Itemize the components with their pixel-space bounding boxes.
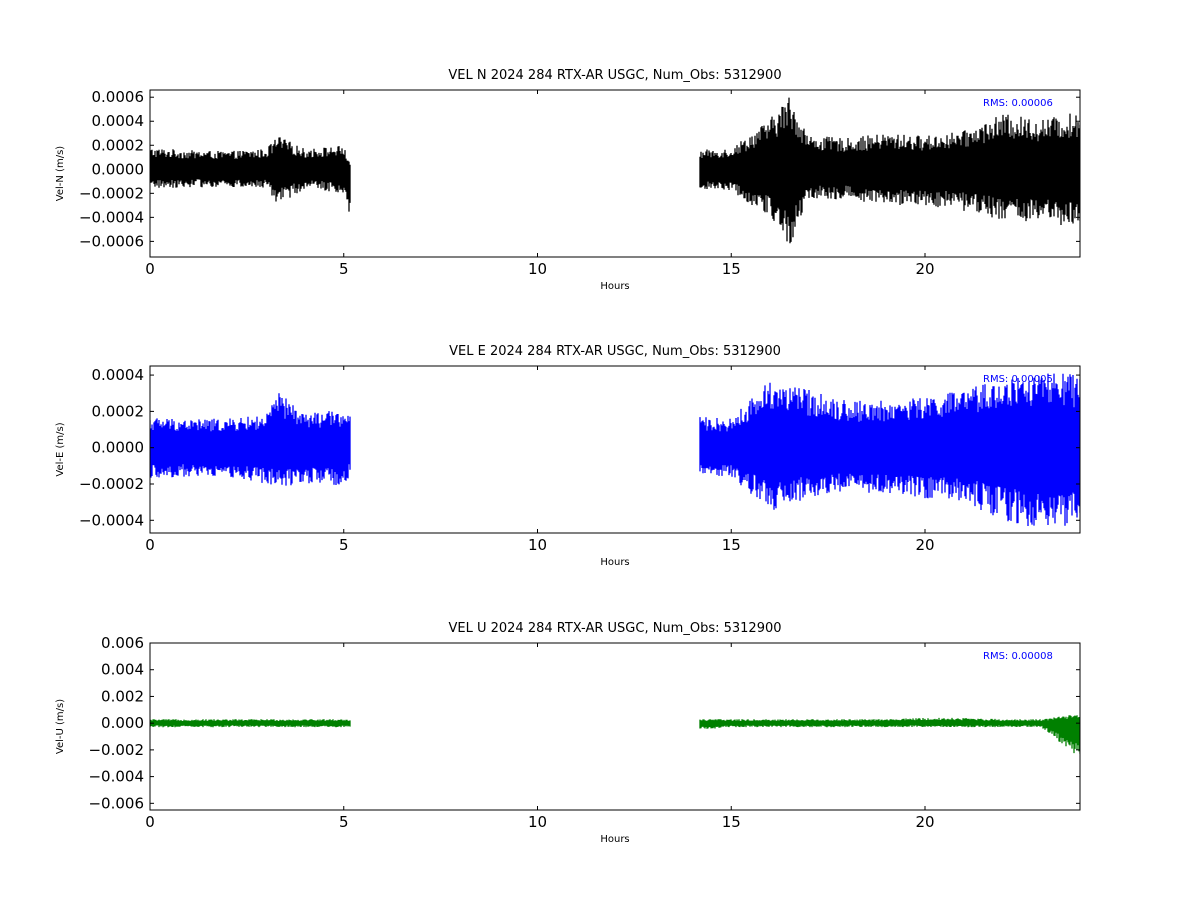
panel-vel-e: 0 5 10 15 20 0.0004 0.0002 0.0000 −0.0002 −0.0004… [55,344,1081,568]
x-axis-label: Hours [600,281,629,292]
rms-annotation: RMS: 0.00008 [983,651,1053,662]
data-series-vel-n [150,97,1080,244]
x-tick-label: 20 [915,260,934,278]
x-axis-label: Hours [600,834,629,845]
y-tick-label: −0.0002 [79,475,144,493]
x-axis-label: Hours [600,557,629,568]
y-axis-label: Vel-U (m/s) [55,699,66,754]
y-axis-label: Vel-N (m/s) [55,146,66,201]
y-axis-label: Vel-E (m/s) [55,422,66,476]
y-tick-label: 0.006 [101,634,144,652]
axes-frame [149,642,1081,811]
y-tick-label: 0.0006 [92,88,145,106]
x-tick-label: 5 [339,813,349,831]
rms-annotation: RMS: 0.00006 [983,98,1053,109]
rms-annotation: RMS: 0.00005 [983,374,1053,385]
y-tick-label: −0.0006 [79,232,144,250]
panel-vel-n: 0 5 10 15 20 0.0006 0.0004 0.0002 0.0000 −0.0002 −… [55,68,1081,292]
y-tick-label: 0.0004 [92,112,145,130]
axes-frame [149,365,1081,534]
y-tick-label: 0.0000 [92,160,145,178]
x-tick-label: 20 [915,813,934,831]
y-tick-label: −0.006 [88,794,144,812]
x-tick-label: 15 [722,536,741,554]
x-tick-label: 0 [145,260,155,278]
y-tick-label: 0.0002 [92,402,145,420]
y-tick-label: −0.0002 [79,184,144,202]
y-tick-label: −0.002 [88,741,144,759]
x-tick-label: 5 [339,260,349,278]
data-series-vel-e [150,373,1080,526]
y-tick-label: −0.004 [88,768,144,786]
x-tick-label: 15 [722,260,741,278]
x-tick-label: 0 [145,536,155,554]
x-tick-label: 10 [528,813,547,831]
y-tick-label: 0.0000 [92,439,145,457]
chart-title: VEL E 2024 284 RTX-AR USGC, Num_Obs: 531… [449,344,781,359]
y-tick-label: −0.0004 [79,511,144,529]
x-tick-label: 10 [528,260,547,278]
x-tick-label: 5 [339,536,349,554]
y-tick-label: −0.0004 [79,208,144,226]
chart-title: VEL N 2024 284 RTX-AR USGC, Num_Obs: 531… [448,68,781,83]
data-series-vel-u [150,715,1080,754]
x-tick-label: 20 [915,536,934,554]
y-tick-label: 0.002 [101,687,144,705]
y-tick-label: 0.004 [101,661,144,679]
y-tick-label: 0.0002 [92,136,145,154]
x-tick-label: 10 [528,536,547,554]
x-tick-label: 15 [722,813,741,831]
axes-frame [149,89,1081,258]
chart-title: VEL U 2024 284 RTX-AR USGC, Num_Obs: 531… [448,621,781,636]
panel-vel-u: 0 5 10 15 20 0.006 0.004 0.002 0.000 −0.002 −0.004… [55,621,1081,845]
y-tick-label: 0.000 [101,714,144,732]
x-tick-label: 0 [145,813,155,831]
y-tick-label: 0.0004 [92,366,145,384]
